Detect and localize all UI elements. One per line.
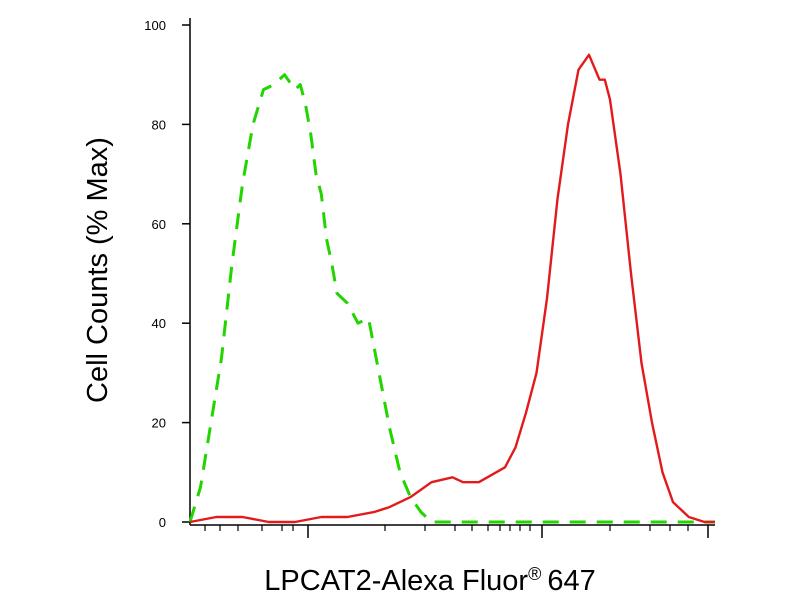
y-axis-ticks: 0 20 40 60 80 100 xyxy=(144,18,190,530)
y-tick-label: 20 xyxy=(152,416,166,431)
x-axis-ticks xyxy=(204,525,709,538)
plot-frame xyxy=(189,18,715,526)
y-tick-label: 0 xyxy=(159,515,166,530)
series-line-dashed xyxy=(188,73,715,524)
series-line-solid xyxy=(189,53,715,524)
x-axis-title-suffix: 647 xyxy=(547,565,595,597)
x-axis-title-registered: ® xyxy=(528,564,541,584)
x-axis-title: LPCAT2-Alexa Fluor® 647 xyxy=(264,564,595,597)
x-axis-title-main: LPCAT2-Alexa Fluor xyxy=(264,565,528,597)
y-tick-label: 40 xyxy=(152,316,166,331)
y-tick-label: 60 xyxy=(152,217,166,232)
y-tick-label: 80 xyxy=(152,117,166,132)
y-axis-title: Cell Counts (% Max) xyxy=(82,137,114,403)
y-tick-label: 100 xyxy=(144,18,166,33)
series-layer xyxy=(188,53,715,524)
